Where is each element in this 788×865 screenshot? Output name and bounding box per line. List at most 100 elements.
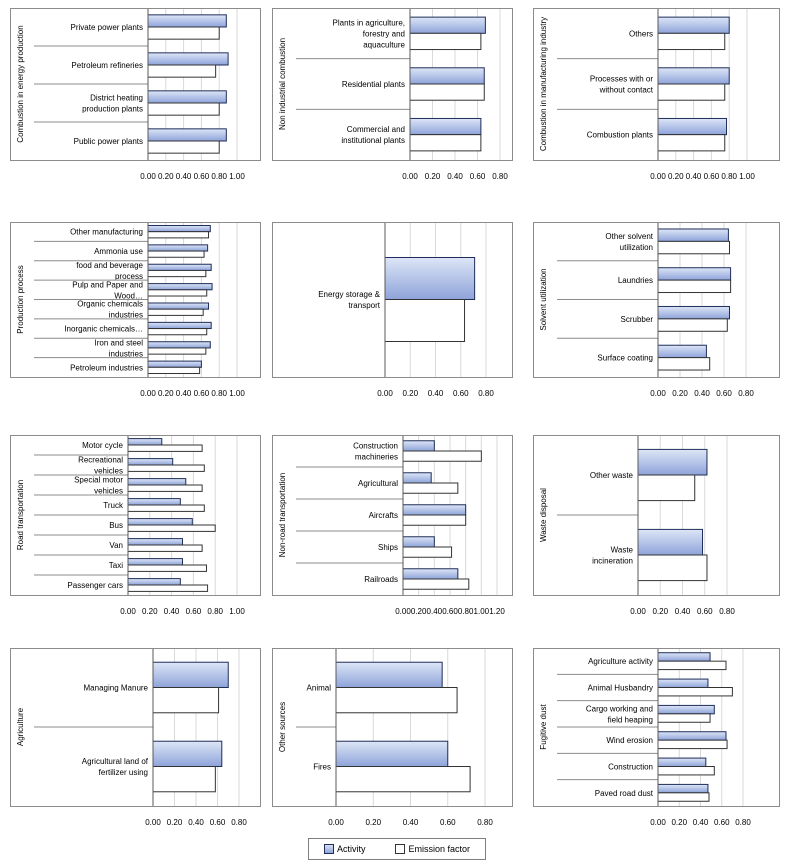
category-label: Motor cycle [82,441,123,450]
legend: Activity Emission factor [308,838,486,860]
bar-emission-factor [147,64,217,78]
category-label: Surface coating [597,354,653,363]
category-label: Animal Husbandry [588,684,653,693]
tick-label: 0.40 [428,389,444,398]
bar-emission-factor [147,269,207,278]
tick-label: 0.80 [738,389,754,398]
bar-activity [335,740,449,767]
axis-title: Solvent utilization [539,268,548,330]
tick-label: 0.40 [447,172,463,181]
axis-title: Combustion in manufacturing industry [539,17,548,151]
bar-emission-factor [127,544,203,552]
bar-emission-factor [127,444,203,452]
category-label: Construction [608,763,653,772]
tick-label: 0.00 [328,818,344,827]
bar-emission-factor [402,578,470,590]
tick-label: 0.40 [403,818,419,827]
bar-emission-factor [127,484,203,492]
bar-activity [127,558,183,566]
tick-label: 1.00 [229,172,245,181]
chart-4: Other manufacturing Ammonia use food and b… [10,222,261,398]
bar-emission-factor [147,250,205,258]
bar-emission-factor [147,140,220,154]
tick-label: 0.20 [672,389,688,398]
bar-emission-factor [657,32,726,51]
axis-title: Other sources [278,702,287,752]
bar-emission-factor [637,474,696,502]
bar-emission-factor [409,134,482,152]
tick-label: 0.20 [365,818,381,827]
category-label: Other manufacturing [70,228,143,237]
tick-label: 0.60 [697,607,713,616]
tick-label: 0.20 [142,607,158,616]
bar-emission-factor [402,514,467,526]
bar-activity [402,472,432,484]
tick-label: 0.20 [671,818,687,827]
axis-title: Non-road transportation [278,473,287,558]
bar-activity [147,14,227,28]
axis-title: Waste disposal [539,488,548,542]
bar-activity [147,302,210,310]
bar-emission-factor [657,357,711,371]
bar-activity [657,67,730,85]
chart-frame [272,435,513,596]
bar-activity [384,257,476,300]
category-label: Managing Manure [84,684,149,693]
bar-emission-factor [147,289,208,297]
tick-label: 0.60 [442,607,458,616]
category-label: Waste incineration [592,546,633,566]
tick-label: 0.80 [211,172,227,181]
category-label: Recreational vehicles [78,456,123,476]
tick-label: 0.00 [377,389,393,398]
bar-activity [657,117,728,136]
bar-activity [637,528,704,556]
tick-label: 0.20 [158,389,174,398]
bar-activity [147,263,212,271]
axis-title: Non industrial combustion [278,38,287,130]
chart-10: Managing Manure Agricultural land of ferti… [10,648,261,827]
bar-activity [637,448,708,476]
tick-label: 0.00 [650,172,666,181]
tick-label: 1.00 [739,172,755,181]
tick-label: 0.40 [686,172,702,181]
tick-label: 0.00 [650,818,666,827]
tick-label: 0.00 [630,607,646,616]
chart-frame [533,8,780,161]
bar-emission-factor [384,299,466,342]
tick-label: 0.20 [167,818,183,827]
bar-activity [127,438,163,446]
bar-emission-factor [657,240,730,255]
category-label: Plants in agriculture, forestry and aquacu… [333,18,406,49]
category-label: Paved road dust [595,789,654,798]
tick-label: 0.20 [652,607,668,616]
legend-swatch-activity [323,844,334,854]
tick-label: 0.40 [675,607,691,616]
category-label: Agriculture activity [588,657,653,666]
tick-label: 0.60 [186,607,202,616]
bar-emission-factor [147,347,207,355]
category-label: Petroleum industries [70,363,143,372]
tick-label: 0.60 [714,818,730,827]
bar-activity [409,67,485,85]
category-label: Special motor vehicles [74,476,123,496]
chart-2: Plants in agriculture, forestry and aquacu… [272,8,513,181]
bar-activity [147,341,211,349]
bar-activity [409,16,486,34]
bar-activity [657,267,732,281]
bar-emission-factor [657,660,727,671]
category-label: Processes with or without contact [590,75,654,95]
tick-label: 0.20 [158,172,174,181]
category-label: Residential plants [342,80,405,89]
bar-activity [657,704,715,715]
category-label: Organic chemicals industries [77,300,143,320]
tick-label: 0.00 [120,607,136,616]
legend-label-activity: Activity [336,844,366,854]
chart-6: Other solvent utilization Laundries Scrubbe… [533,222,780,398]
category-label: Scrubber [621,315,654,324]
tick-label: 0.40 [176,172,192,181]
bar-activity [147,244,209,252]
category-label: Commercial and institutional plants [341,125,405,145]
tick-label: 0.60 [453,389,469,398]
